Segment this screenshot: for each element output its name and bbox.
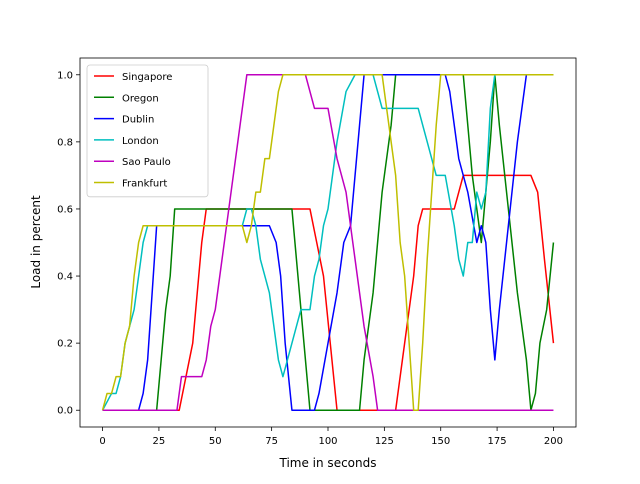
x-tick-label: 150 [431,436,450,447]
y-tick-label: 0.6 [57,204,73,215]
legend-label-sao-paulo: Sao Paulo [122,157,171,168]
x-tick-label: 75 [265,436,278,447]
legend-label-oregon: Oregon [122,93,159,104]
x-tick-label: 0 [99,436,105,447]
y-tick-label: 0.0 [57,406,73,417]
y-tick-label: 0.2 [57,339,73,350]
legend: Singapore Oregon Dublin London Sao Paulo Fran… [86,64,209,198]
x-tick-label: 200 [544,436,563,447]
legend-label-dublin: Dublin [122,115,154,126]
series-line-frankfurt [101,74,554,411]
y-tick-label: 0.8 [57,137,73,148]
legend-label-singapore: Singapore [122,72,172,83]
x-axis-label: Time in seconds [279,456,377,470]
y-axis-label: Load in percent [29,195,43,289]
x-tick-label: 50 [209,436,222,447]
x-axis-ticks: 0 25 50 75 100 125 150 175 200 [99,427,563,447]
y-axis-ticks: 0.0 0.2 0.4 0.6 0.8 1.0 [57,70,80,417]
plot-area [101,74,555,411]
x-tick-label: 25 [153,436,166,447]
x-tick-label: 100 [318,436,337,447]
legend-label-london: London [122,136,159,147]
legend-box [86,64,209,198]
x-tick-label: 125 [375,436,394,447]
y-tick-label: 1.0 [57,70,73,81]
y-tick-label: 0.4 [57,272,73,283]
x-tick-label: 175 [488,436,507,447]
legend-label-frankfurt: Frankfurt [122,179,167,190]
